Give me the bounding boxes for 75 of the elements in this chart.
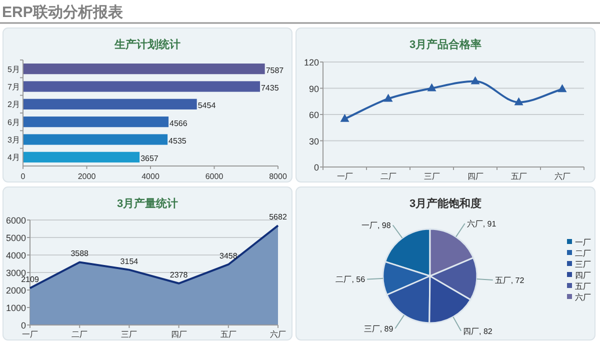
x-tick-label: 六厂	[554, 172, 570, 181]
data-label: 3154	[120, 256, 139, 266]
y-tick-label: 4000	[6, 250, 26, 260]
chart-title: 3月产品合格率	[409, 38, 482, 51]
data-label: 5454	[198, 101, 216, 110]
point	[514, 97, 524, 106]
text: ERP联动分析报表	[2, 4, 124, 21]
data-label: 三厂, 89	[364, 324, 394, 334]
y-tick-label: 6000	[6, 216, 26, 226]
data-label: 二厂, 56	[336, 275, 366, 284]
x-tick-label: 三厂	[121, 330, 138, 339]
data-label: 四厂, 82	[463, 326, 493, 336]
data-label: 3657	[140, 154, 159, 164]
legend-label: 六厂	[575, 293, 591, 302]
legend-label: 四厂	[575, 271, 591, 280]
y-tick-label: 90	[308, 84, 319, 94]
x-tick-label: 四厂	[170, 330, 187, 339]
chart-title: 生产计划统计	[114, 38, 180, 51]
bar	[23, 64, 265, 74]
x-tick-label: 二厂	[72, 330, 88, 339]
bar	[23, 98, 197, 110]
y-tick-label: 60	[308, 110, 319, 120]
data-label: 7435	[260, 84, 280, 92]
legend-label: 五厂	[575, 282, 591, 291]
y-tick-label: 120	[304, 58, 319, 68]
data-label: 六厂, 91	[466, 220, 497, 229]
x-tick-label: 8000	[269, 172, 288, 181]
y-tick-label: 2000	[6, 286, 26, 296]
bar	[23, 116, 169, 128]
point	[340, 114, 350, 122]
y-tick-label: 5月	[8, 64, 20, 74]
x-tick-label: 4000	[142, 172, 160, 181]
y-tick-label: 4月	[8, 153, 20, 162]
point	[558, 84, 567, 92]
chart-title: 3月产能饱和度	[409, 197, 482, 210]
point	[470, 76, 480, 84]
x-tick-label: 五厂	[510, 172, 527, 181]
data-label: 3588	[70, 249, 90, 258]
data-label: 7587	[266, 66, 284, 75]
y-tick-label: 7月	[8, 82, 20, 92]
y-tick-label: 0	[20, 320, 26, 330]
data-label: 2378	[170, 270, 188, 280]
data-label: 4535	[168, 136, 187, 146]
point	[427, 83, 436, 92]
x-tick-label: 二厂	[380, 172, 396, 181]
x-tick-label: 6000	[205, 172, 224, 181]
legend-label: 三厂	[575, 260, 591, 269]
x-tick-label: 2000	[78, 172, 96, 181]
bar	[23, 152, 140, 162]
y-tick-label: 0	[314, 162, 319, 172]
data-label: 一厂, 98	[361, 221, 392, 230]
x-tick-label: 四厂	[467, 172, 484, 181]
x-tick-label: 一厂	[22, 330, 38, 339]
y-tick-label: 30	[308, 136, 319, 146]
y-tick-label: 6月	[8, 118, 20, 127]
y-tick-label: 2月	[8, 100, 20, 110]
y-tick-label: 1000	[6, 303, 26, 313]
legend-label: 二厂	[575, 249, 591, 258]
x-tick-label: 六厂	[270, 330, 286, 339]
x-tick-label: 五厂	[220, 330, 236, 339]
legend-label: 一厂	[575, 238, 591, 247]
data-label: 2109	[21, 275, 40, 284]
y-tick-label: 3月	[8, 136, 20, 144]
y-tick-label: 3000	[6, 268, 26, 278]
x-tick-label: 三厂	[424, 172, 440, 181]
y-tick-label: 5000	[6, 233, 26, 243]
data-label: 4566	[170, 118, 188, 128]
bar	[23, 81, 260, 92]
bar	[23, 134, 168, 145]
x-tick-label: 一厂	[336, 172, 353, 181]
point	[384, 94, 393, 102]
data-label: 5682	[269, 212, 288, 222]
chart-title: 3月产量统计	[116, 197, 178, 210]
data-label: 五厂, 72	[494, 276, 525, 286]
data-label: 3458	[220, 251, 238, 260]
